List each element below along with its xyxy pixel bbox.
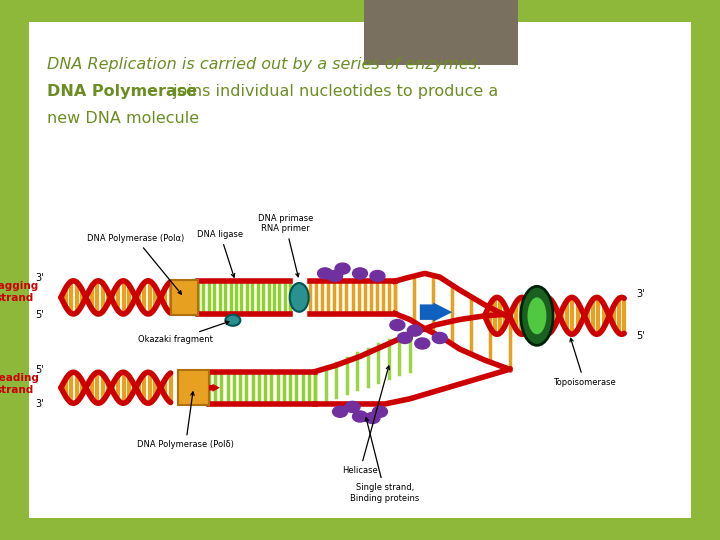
Text: Leading
strand: Leading strand (0, 373, 38, 395)
Text: 3': 3' (636, 289, 645, 300)
Text: Okazaki fragment: Okazaki fragment (138, 321, 229, 345)
Circle shape (345, 401, 360, 413)
Text: 5': 5' (35, 310, 43, 320)
Circle shape (397, 333, 413, 343)
Ellipse shape (289, 283, 309, 312)
Circle shape (390, 320, 405, 330)
Circle shape (328, 271, 343, 281)
Ellipse shape (521, 286, 553, 346)
Text: 3': 3' (35, 400, 43, 409)
Ellipse shape (528, 298, 546, 334)
Ellipse shape (225, 315, 240, 326)
Circle shape (333, 406, 348, 417)
Bar (178, 370, 209, 406)
FancyArrow shape (420, 302, 452, 322)
Circle shape (408, 325, 423, 336)
Circle shape (318, 268, 333, 279)
Text: 5': 5' (35, 365, 43, 375)
Text: 3': 3' (35, 273, 43, 283)
Text: Topoisomerase: Topoisomerase (553, 338, 616, 387)
Circle shape (335, 263, 350, 274)
Circle shape (432, 333, 447, 343)
Text: Helicase: Helicase (342, 366, 390, 475)
Text: DNA Polymerase: DNA Polymerase (47, 84, 197, 99)
Text: DNA Polymerase (Polα): DNA Polymerase (Polα) (87, 234, 184, 294)
Bar (364, 0, 518, 65)
Text: DNA ligase: DNA ligase (197, 230, 243, 277)
Text: 5': 5' (636, 331, 645, 341)
Text: DNA primase
RNA primer: DNA primase RNA primer (258, 214, 313, 276)
Bar (171, 280, 198, 315)
Circle shape (415, 338, 430, 349)
Text: joins individual nucleotides to produce a: joins individual nucleotides to produce … (168, 84, 498, 99)
Text: new DNA molecule: new DNA molecule (47, 111, 199, 126)
FancyArrow shape (209, 384, 220, 392)
Text: Single strand,
Binding proteins: Single strand, Binding proteins (351, 417, 420, 503)
Text: DNA Polymerase (Polδ): DNA Polymerase (Polδ) (137, 392, 234, 449)
Circle shape (370, 271, 385, 281)
Circle shape (353, 411, 367, 422)
Circle shape (372, 406, 387, 417)
Text: Lagging
strand: Lagging strand (0, 281, 38, 302)
Circle shape (365, 413, 380, 423)
Circle shape (353, 268, 367, 279)
Text: DNA Replication is carried out by a series of enzymes.: DNA Replication is carried out by a seri… (47, 57, 482, 72)
